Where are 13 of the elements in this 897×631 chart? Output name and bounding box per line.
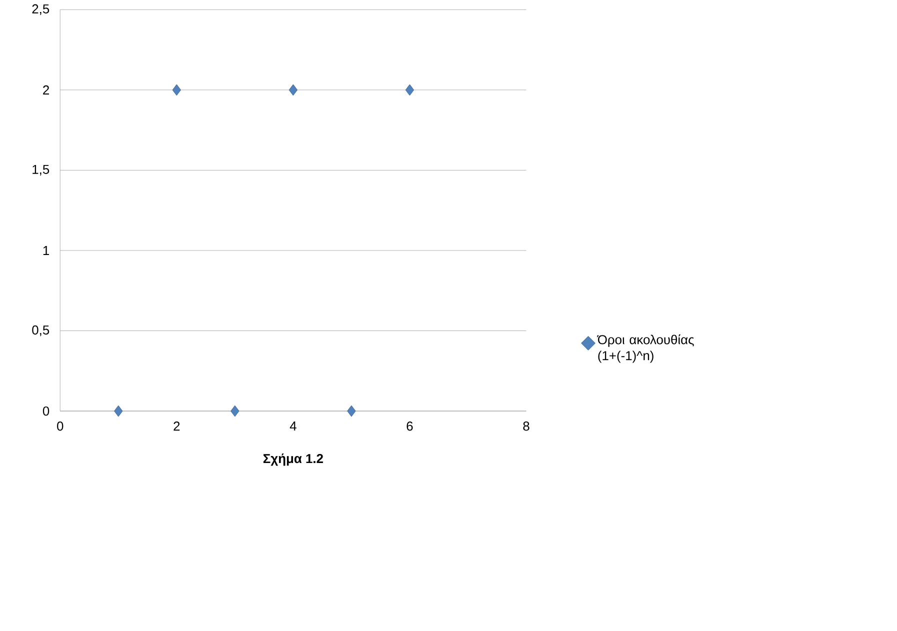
x-tick-label: 2	[174, 422, 180, 431]
x-tick-label: 4	[290, 422, 296, 430]
y-tick-label: 2	[43, 85, 49, 94]
legend-label: Όροι ακολουθίας (1+(-1)^n)	[596, 334, 694, 363]
y-tick-label: 0,5	[32, 325, 50, 336]
y-tick-label: 0	[42, 406, 50, 416]
y-tick-label: 1,5	[32, 164, 50, 176]
x-tick-label: 6	[406, 422, 413, 431]
x-tick-label: 8	[523, 422, 530, 431]
x-axis-title: Σχήμα 1.2	[263, 453, 323, 466]
y-tick-label: 2,5	[32, 4, 50, 16]
x-tick-label: 0	[57, 422, 64, 431]
y-tick-label: 1	[43, 246, 49, 255]
